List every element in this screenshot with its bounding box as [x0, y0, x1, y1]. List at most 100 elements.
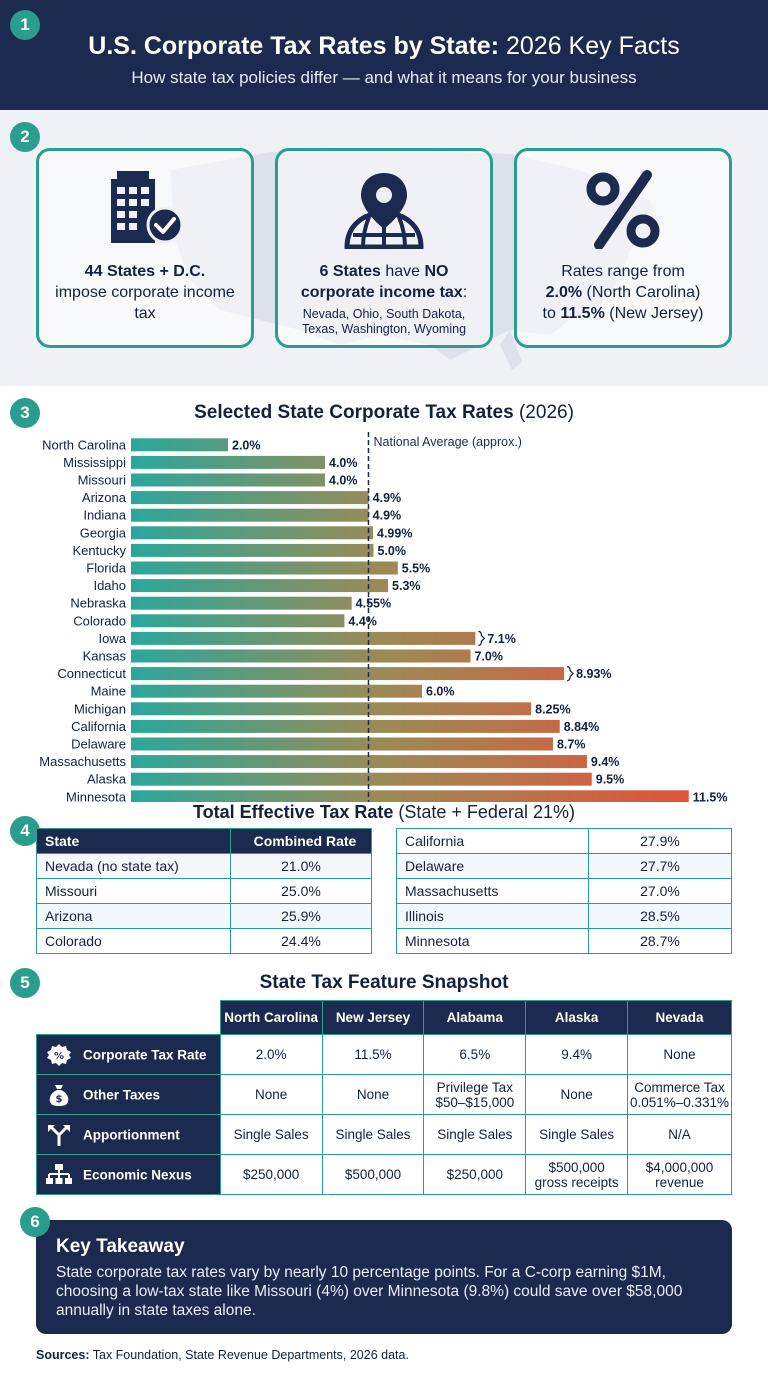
data-label: 7.0% — [475, 650, 504, 664]
header-combined-rate: Combined Rate — [230, 828, 372, 854]
data-label: 5.3% — [392, 579, 421, 593]
title-bold: U.S. Corporate Tax Rates by State: — [88, 32, 500, 60]
category-label: Connecticut — [57, 666, 126, 681]
header-banner: 1 U.S. Corporate Tax Rates by State: 202… — [0, 0, 768, 110]
rate-cell: 24.4% — [230, 928, 372, 954]
bar — [131, 684, 422, 698]
category-label: Michigan — [74, 701, 126, 716]
state-cell: Missouri — [36, 878, 231, 904]
section-number-badge: 5 — [10, 968, 40, 998]
no-tax-states-list: Nevada, Ohio, South Dakota, Texas, Washi… — [301, 307, 467, 336]
cell-line: $250,000 — [446, 1167, 503, 1182]
feature-cell: Single Sales — [321, 1114, 425, 1155]
sources-text: Tax Foundation, State Revenue Department… — [89, 1348, 409, 1362]
facts-section: 2 44 States + D.C. impose corporate incom… — [0, 110, 768, 386]
cell-line: Single Sales — [539, 1127, 615, 1142]
category-label: Minnesota — [66, 789, 127, 802]
table-row: Massachusetts 27.0% — [396, 878, 732, 904]
page-subtitle: How state tax policies differ — and what… — [131, 68, 637, 87]
page-title: U.S. Corporate Tax Rates by State: 2026 … — [0, 32, 768, 61]
data-label: 4.0% — [329, 474, 358, 488]
data-label: 4.9% — [373, 509, 402, 523]
cell-line: revenue — [655, 1174, 704, 1190]
feature-cell: $500,000 — [321, 1154, 425, 1195]
bar — [131, 614, 345, 628]
category-label: Missouri — [78, 473, 127, 488]
row-label-text: Corporate Tax Rate — [83, 1047, 207, 1062]
sources-note: Sources: Tax Foundation, State Revenue D… — [36, 1348, 409, 1362]
chart-title-bold: Selected State Corporate Tax Rates — [194, 402, 514, 423]
national-average-label: National Average (approx.) — [374, 435, 522, 449]
bar — [131, 755, 587, 769]
table-row: Minnesota 28.7% — [396, 928, 732, 954]
bar — [131, 543, 374, 557]
fact-detail: Rates range from — [561, 263, 685, 280]
column-header: New Jersey — [321, 1000, 425, 1035]
row-label: Economic Nexus — [36, 1154, 221, 1195]
data-label: 4.0% — [329, 456, 358, 470]
fact-detail: : — [462, 284, 468, 301]
cell-line: 11.5% — [354, 1047, 392, 1062]
cell-line: Single Sales — [437, 1127, 513, 1142]
rate-cell: 21.0% — [230, 853, 372, 879]
data-label: 7.1% — [487, 632, 515, 646]
table-row: Delaware 27.7% — [396, 853, 732, 879]
feature-cell: None — [627, 1034, 732, 1075]
svg-text:%: % — [54, 1051, 64, 1062]
category-label: Arizona — [82, 490, 127, 505]
feature-cell: $500,000 gross receipts — [525, 1154, 629, 1195]
cell-line: N/A — [668, 1127, 691, 1142]
effective-rate-table-left: State Combined Rate Nevada (no state tax… — [36, 828, 372, 954]
bar — [131, 702, 532, 716]
feature-cell: 9.4% — [525, 1034, 629, 1075]
cell-line: 2.0% — [255, 1047, 287, 1062]
bar — [131, 561, 398, 575]
rate-cell: 25.0% — [230, 878, 372, 904]
column-header: North Carolina — [219, 1000, 323, 1035]
data-label: 8.25% — [535, 702, 570, 716]
sources-label: Sources: — [36, 1348, 90, 1362]
state-cell: Colorado — [36, 928, 231, 954]
category-label: Delaware — [71, 737, 126, 752]
fact-bold: 2.0% — [545, 284, 583, 301]
category-label: Indiana — [83, 508, 126, 523]
cell-line: $4,000,000 — [645, 1159, 714, 1175]
cell-line: 0.051%–0.331% — [629, 1094, 730, 1110]
feature-cell: $250,000 — [423, 1154, 527, 1195]
category-label: California — [71, 719, 127, 734]
data-label: 6.0% — [426, 685, 455, 699]
table-row: California 27.9% — [396, 828, 732, 854]
row-label: $ Other Taxes — [36, 1074, 221, 1115]
category-label: Mississippi — [63, 455, 126, 470]
category-label: North Carolina — [42, 437, 127, 452]
org-chart-icon — [46, 1163, 72, 1184]
feature-cell: None — [321, 1074, 425, 1115]
rate-cell: 28.7% — [588, 928, 732, 954]
category-label: Alaska — [87, 772, 127, 787]
fact-text: 44 States + D.C. impose corporate income … — [47, 261, 243, 324]
bar — [131, 473, 325, 487]
category-label: Iowa — [99, 631, 127, 646]
fact-detail: have — [380, 263, 425, 280]
bracket-mark — [478, 630, 486, 646]
feature-row-apportionment: Apportionment Single Sales Single Sales … — [36, 1114, 732, 1155]
section-number-badge: 3 — [10, 398, 40, 428]
feature-cell: N/A — [627, 1114, 732, 1155]
cell-line: $250,000 — [242, 1167, 300, 1182]
category-label: Kentucky — [73, 543, 127, 558]
state-cell: Illinois — [396, 903, 589, 929]
cell-line: Privilege Tax — [436, 1079, 513, 1095]
state-cell: Minnesota — [396, 928, 589, 954]
category-label: Colorado — [73, 613, 126, 628]
chart-title-rest: (2026) — [513, 402, 574, 423]
cell-line: $500,000 — [548, 1159, 605, 1175]
feature-cell: 6.5% — [423, 1034, 527, 1075]
cell-line: None — [254, 1087, 288, 1102]
bar — [131, 719, 560, 733]
cell-line: 6.5% — [459, 1047, 491, 1062]
fact-detail: (North Carolina) — [582, 284, 701, 301]
rate-cell: 27.9% — [588, 828, 732, 854]
row-label: % Corporate Tax Rate — [36, 1034, 221, 1075]
category-label: Maine — [91, 684, 126, 699]
percent-badge-icon: % — [47, 1043, 71, 1066]
